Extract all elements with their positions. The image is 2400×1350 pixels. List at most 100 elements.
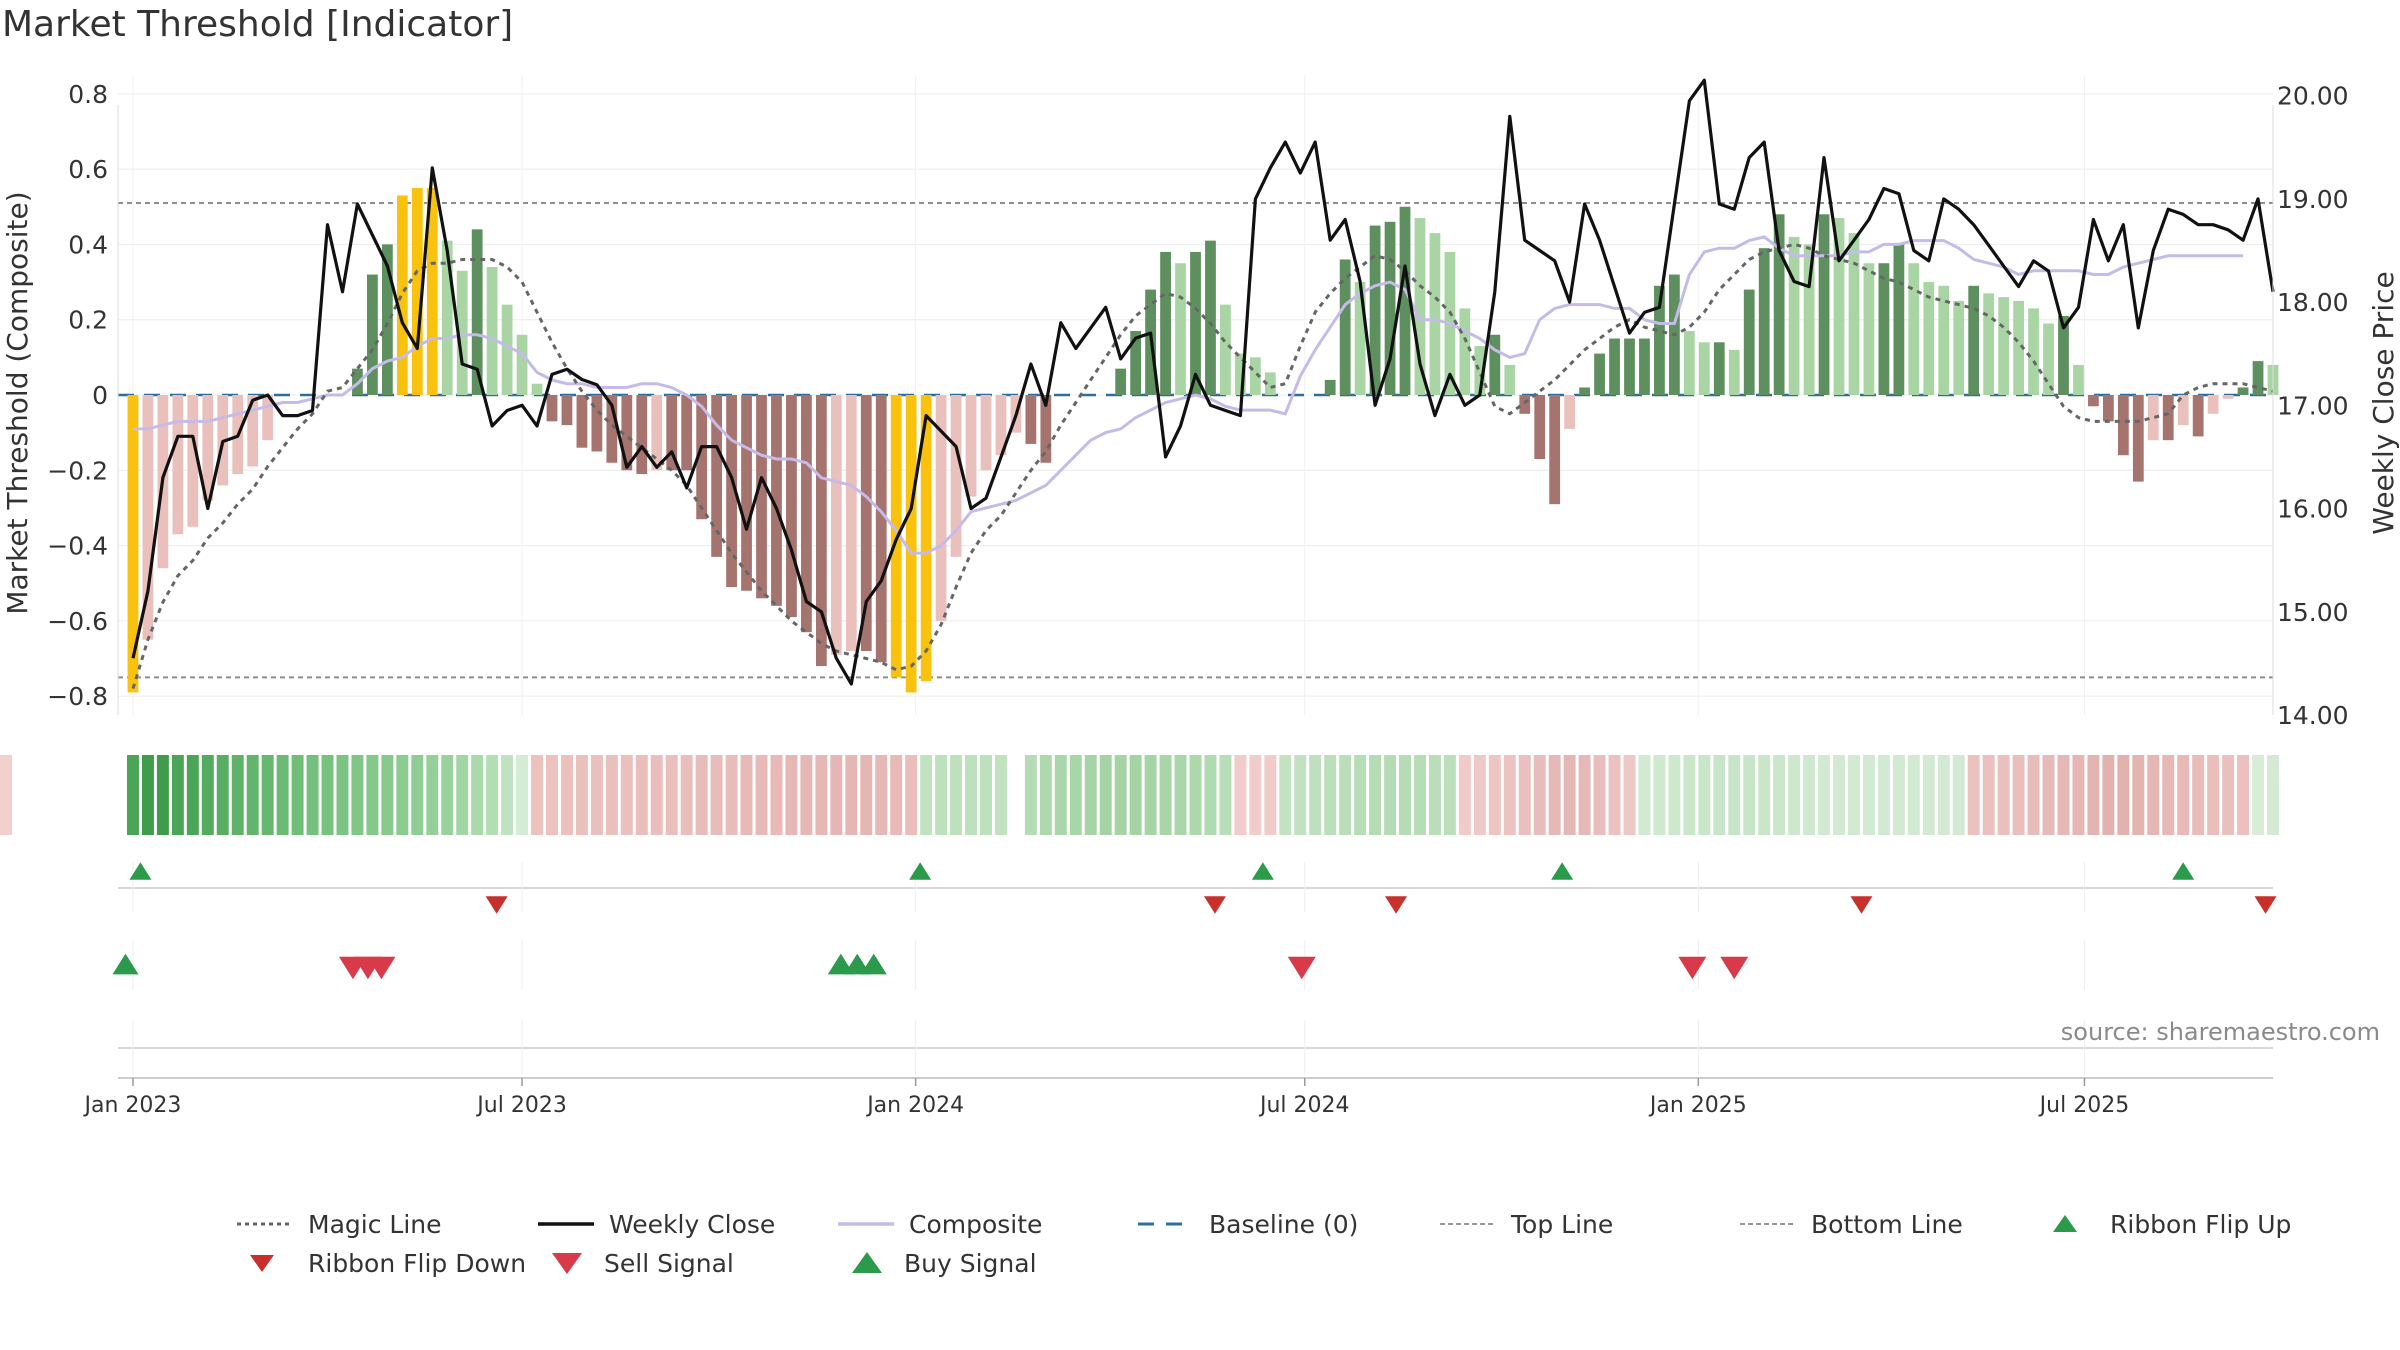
ribbon-cell xyxy=(1174,755,1187,835)
x-tick-label: Jan 2024 xyxy=(865,1093,964,1118)
ribbon-cell xyxy=(2042,755,2055,835)
x-axis: Jan 2023 Jul 2023 Jan 2024 Jul 2024 Jan 2025… xyxy=(83,1077,2273,1118)
ribbon-flip-down-marker xyxy=(2254,896,2277,914)
composite-bar xyxy=(1205,240,1216,395)
composite-bar xyxy=(1429,233,1441,395)
right-tick-label: 19.00 xyxy=(2277,185,2349,214)
ribbon-cell xyxy=(351,755,364,835)
composite-bar xyxy=(1160,251,1171,395)
ribbon-cell xyxy=(1009,755,1022,835)
x-tick-label: Jul 2024 xyxy=(1258,1093,1350,1118)
legend-label: Ribbon Flip Down xyxy=(308,1249,526,1278)
ribbon-cell xyxy=(1354,755,1367,835)
ribbon-cell xyxy=(1862,755,1875,835)
composite-bar xyxy=(606,395,618,463)
ribbon-cell xyxy=(1458,755,1471,835)
legend-label: Weekly Close xyxy=(609,1210,775,1239)
composite-bar xyxy=(1863,263,1875,395)
composite-bar xyxy=(1579,387,1590,395)
composite-bar xyxy=(756,395,767,599)
composite-bar xyxy=(2028,308,2039,395)
legend-label: Buy Signal xyxy=(904,1249,1037,1278)
composite-bar xyxy=(486,267,498,395)
ribbon-cell xyxy=(1309,755,1322,835)
ribbon-cell xyxy=(1249,755,1262,835)
ribbon-cell xyxy=(486,755,499,835)
y-axis-label-left: Market Threshold (Composite) xyxy=(1,191,34,614)
left-tick-label: 0.8 xyxy=(68,80,108,109)
ribbon-cell xyxy=(1623,755,1636,835)
ribbon-cell xyxy=(1084,755,1097,835)
ribbon-cell xyxy=(1339,755,1352,835)
composite-bar xyxy=(142,395,154,640)
composite-bar xyxy=(2088,395,2099,407)
ribbon-cell xyxy=(2087,755,2100,835)
ribbon-cell xyxy=(875,755,888,835)
legend-swatch xyxy=(250,1255,274,1272)
composite-bar xyxy=(2058,315,2069,395)
left-tick-label: 0.4 xyxy=(68,230,108,259)
composite-bar xyxy=(1818,214,1830,395)
ribbon-cell xyxy=(1129,755,1142,835)
ribbon-cell xyxy=(141,755,154,835)
ribbon-cell xyxy=(156,755,169,835)
legend-label: Top Line xyxy=(1510,1210,1613,1239)
ribbon-cell xyxy=(306,755,319,835)
ribbon-cell xyxy=(2207,755,2220,835)
ribbon-cell xyxy=(1593,755,1606,835)
ribbon-cell xyxy=(1279,755,1292,835)
ribbon-cell xyxy=(1578,755,1591,835)
ribbon-cell xyxy=(980,755,992,835)
composite-bar xyxy=(1220,304,1231,395)
legend-item: Magic Line xyxy=(237,1210,442,1239)
composite-bar xyxy=(1564,395,1576,429)
ribbon-cell xyxy=(2177,755,2190,835)
ribbon-cell xyxy=(1803,755,1816,835)
composite-bar xyxy=(2177,395,2189,426)
composite-bar xyxy=(651,395,663,471)
composite-bar xyxy=(771,395,782,606)
ribbon-cell xyxy=(546,755,558,835)
ribbon-cell xyxy=(411,755,424,835)
composite-bar xyxy=(576,395,588,448)
ribbon-cell xyxy=(2147,755,2160,835)
composite-bar xyxy=(2147,395,2159,441)
composite-bar xyxy=(456,270,468,395)
ribbon-cell xyxy=(1533,755,1546,835)
ribbon-cell xyxy=(396,755,409,835)
ribbon-cell xyxy=(785,755,798,835)
ribbon-cell xyxy=(276,755,289,835)
buy-signal-marker xyxy=(860,953,887,975)
magic-line xyxy=(131,242,2274,690)
ribbon-cell xyxy=(1907,755,1920,835)
composite-bar xyxy=(696,395,708,520)
ribbon-flip-up-marker xyxy=(129,862,152,880)
ribbon-cell xyxy=(231,755,244,835)
ribbon-cell xyxy=(605,755,618,835)
composite-bar xyxy=(1848,233,1860,395)
ribbon-cell xyxy=(815,755,828,835)
ribbon-cell xyxy=(1847,755,1860,835)
ribbon-cell xyxy=(860,755,873,835)
composite-bar xyxy=(441,240,453,395)
composite-bar xyxy=(262,395,274,441)
legend-label: Sell Signal xyxy=(604,1249,734,1278)
composite-bar xyxy=(1519,395,1531,414)
ribbon-cell xyxy=(1039,755,1052,835)
composite-bar xyxy=(1489,334,1501,395)
right-tick-label: 17.00 xyxy=(2277,391,2349,420)
composite-bar xyxy=(1609,338,1620,395)
ribbon-cell xyxy=(920,755,933,835)
ribbon-cell xyxy=(426,755,439,835)
composite-bar xyxy=(1384,221,1396,395)
signal-lanes xyxy=(112,862,2277,1075)
ribbon-cell xyxy=(291,755,304,835)
composite-bar xyxy=(471,229,483,395)
sell-signal-marker xyxy=(1720,956,1749,980)
ribbon-cell xyxy=(0,755,12,835)
composite-bar xyxy=(172,395,184,535)
ribbon-flip-down-marker xyxy=(1385,896,1408,914)
left-tick-label: 0 xyxy=(92,381,108,410)
ribbon-cell xyxy=(1234,755,1247,835)
source-credit: source: sharemaestro.com xyxy=(2061,1018,2380,1046)
